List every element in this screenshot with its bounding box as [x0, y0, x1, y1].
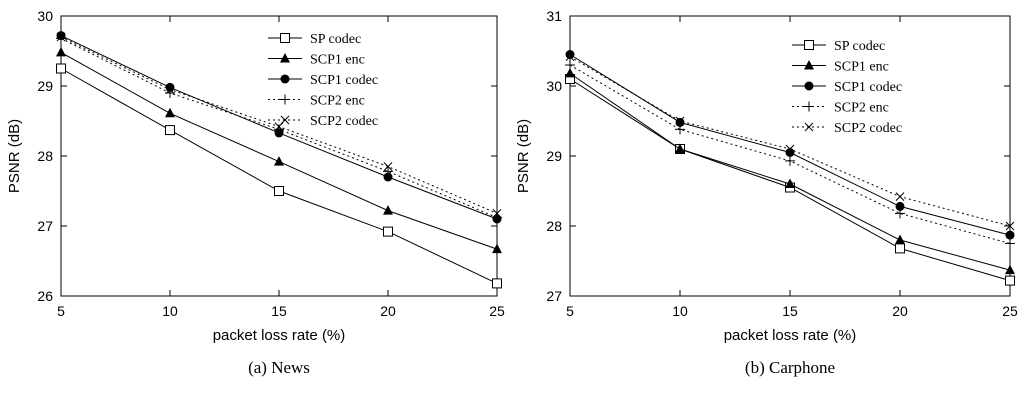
data-point-sp-codec	[1005, 275, 1015, 286]
x-tick-label: 20	[892, 303, 908, 319]
legend-label-sp-codec: SP codec	[310, 32, 361, 47]
legend: SP codec SCP1 enc SCP1 codec SCP2 enc SCP2 c…	[268, 32, 378, 129]
data-point-scp1-enc	[492, 243, 502, 254]
data-point-scp2-enc	[1005, 238, 1015, 249]
legend-marker-scp2-enc	[280, 94, 290, 105]
data-point-scp2-enc	[675, 124, 685, 135]
legend-label-scp1-codec: SCP1 codec	[310, 73, 378, 88]
data-point-scp1-enc	[1005, 264, 1015, 275]
data-point-scp2-enc	[56, 33, 66, 44]
data-point-sp-codec	[895, 243, 905, 254]
data-point-scp2-codec	[1005, 221, 1015, 231]
data-point-scp1-enc	[895, 234, 905, 244]
legend-marker-scp2-codec	[280, 115, 290, 125]
data-point-scp1-enc	[165, 107, 175, 118]
data-point-scp1-enc	[56, 46, 66, 57]
legend-marker-scp2-codec	[804, 122, 814, 132]
legend-label-scp1-codec: SCP1 codec	[834, 80, 902, 95]
legend-label-scp2-enc: SCP2 enc	[310, 94, 365, 109]
y-tick-label: 29	[37, 78, 53, 94]
data-point-sp-codec	[492, 278, 502, 289]
data-point-scp2-codec	[383, 162, 393, 171]
data-point-scp2-codec	[895, 192, 905, 201]
y-tick-label: 29	[546, 148, 562, 164]
x-axis-label: packet loss rate (%)	[724, 327, 857, 344]
ticks: 5 10 15 20 25 26 27 28 29 30	[37, 8, 505, 319]
data-point-scp1-enc	[274, 156, 284, 166]
legend-label-scp1-enc: SCP1 enc	[310, 53, 365, 68]
x-tick-label: 10	[162, 303, 178, 319]
series-line-scp2-codec	[569, 56, 1011, 227]
data-point-scp1-codec	[1005, 230, 1015, 240]
x-tick-label: 10	[672, 303, 688, 319]
data-point-sp-codec	[383, 226, 393, 237]
legend-marker-scp2-enc	[804, 101, 814, 112]
x-axis-label: packet loss rate (%)	[213, 327, 346, 344]
series-line-sp-codec	[60, 68, 498, 284]
data-point-scp1-codec	[383, 172, 393, 182]
y-tick-label: 30	[546, 78, 562, 94]
series-layer	[56, 31, 502, 289]
x-tick-label: 5	[57, 303, 65, 319]
data-point-scp2-enc	[383, 166, 393, 177]
chart-caption: (b) Carphone	[745, 358, 835, 377]
data-point-scp2-enc	[565, 60, 575, 70]
y-axis-label: PSNR (dB)	[515, 119, 532, 193]
y-tick-label: 28	[546, 218, 562, 234]
legend-label-scp2-enc: SCP2 enc	[834, 101, 889, 116]
y-axis-label: PSNR (dB)	[6, 119, 23, 193]
data-point-scp2-codec	[785, 144, 795, 154]
legend-marker-scp1-enc	[280, 53, 290, 63]
x-tick-label: 15	[271, 303, 287, 319]
legend-label-scp2-codec: SCP2 codec	[310, 114, 378, 129]
legend-label-scp2-codec: SCP2 codec	[834, 121, 902, 136]
legend: SP codec SCP1 enc SCP1 codec SCP2 enc SCP2 c…	[792, 39, 902, 136]
data-point-scp1-codec	[165, 82, 175, 92]
y-tick-label: 30	[37, 8, 53, 24]
y-tick-label: 27	[37, 218, 53, 234]
data-point-sp-codec	[274, 186, 284, 196]
data-point-scp1-codec	[895, 201, 905, 211]
data-point-scp1-enc	[785, 178, 795, 188]
data-point-sp-codec	[165, 125, 175, 136]
data-point-scp2-enc	[785, 155, 795, 166]
legend-marker-scp1-enc	[804, 60, 814, 70]
legend-label-scp1-enc: SCP1 enc	[834, 60, 889, 75]
legend-marker-sp-codec	[280, 33, 290, 43]
data-point-scp2-codec	[565, 52, 575, 61]
x-tick-label: 5	[566, 303, 574, 319]
legend-marker-scp1-codec	[804, 81, 814, 91]
series-layer	[565, 50, 1015, 286]
data-point-scp1-enc	[675, 143, 685, 153]
legend-marker-scp1-codec	[280, 74, 290, 84]
data-point-sp-codec	[56, 63, 66, 74]
x-tick-label: 25	[1002, 303, 1018, 319]
legend-marker-sp-codec	[804, 40, 814, 50]
data-point-scp1-codec	[565, 50, 575, 59]
y-tick-label: 31	[546, 8, 562, 24]
data-point-scp2-codec	[675, 116, 685, 126]
data-point-scp1-enc	[383, 205, 393, 215]
chart-panel-news: 5 10 15 20 25 26 27 28 29 30 SP codec SCP1 enc SCP1…	[6, 8, 505, 377]
data-point-scp2-enc	[492, 212, 502, 223]
data-point-scp2-codec	[492, 209, 502, 218]
x-tick-label: 15	[782, 303, 798, 319]
chart-caption: (a) News	[248, 358, 310, 377]
y-tick-label: 28	[37, 148, 53, 164]
x-tick-label: 20	[380, 303, 396, 319]
series-line-scp1-enc	[60, 51, 498, 250]
series-line-scp1-enc	[569, 72, 1011, 271]
ticks: 5 10 15 20 25 27 28 29 30 31	[546, 8, 1018, 319]
data-point-scp2-codec	[165, 85, 175, 94]
y-tick-label: 27	[546, 288, 562, 304]
data-point-scp2-enc	[895, 208, 905, 219]
data-point-scp2-codec	[56, 32, 66, 42]
y-tick-label: 26	[37, 288, 53, 304]
x-tick-label: 25	[489, 303, 505, 319]
data-point-scp1-codec	[785, 148, 795, 157]
data-point-scp1-enc	[565, 67, 575, 78]
chart-panel-carphone: 5 10 15 20 25 27 28 29 30 31 SP codec SCP1 enc SCP1…	[515, 8, 1018, 377]
legend-label-sp-codec: SP codec	[834, 39, 885, 54]
